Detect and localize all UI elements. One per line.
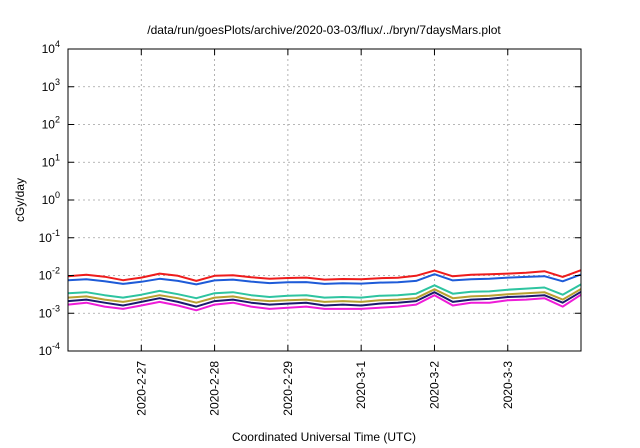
- series-layer: [67, 269, 582, 312]
- series-line-3: [67, 283, 582, 300]
- series-line-5: [67, 290, 582, 308]
- y-tick-label: 10-1: [39, 228, 60, 245]
- x-tick-label: 2020-2-28: [208, 361, 222, 416]
- y-tick-label: 100: [42, 190, 60, 207]
- grid-layer: [68, 49, 581, 351]
- series-line-6: [67, 293, 582, 312]
- y-tick-label: 10-2: [39, 266, 60, 283]
- x-tick-label: 2020-3-2: [427, 361, 441, 409]
- series-line-4: [67, 288, 582, 304]
- chart-title: /data/run/goesPlots/archive/2020-03-03/f…: [147, 23, 501, 37]
- plot-frame: [67, 48, 582, 352]
- y-tick-label: 104: [42, 39, 60, 56]
- x-axis-label: Coordinated Universal Time (UTC): [232, 430, 416, 444]
- y-tick-label: 101: [42, 152, 60, 169]
- series-line-2: [67, 273, 582, 286]
- x-tick-label: 2020-2-29: [281, 361, 295, 416]
- y-tick-label: 10-3: [39, 303, 60, 320]
- y-tick-label: 102: [42, 115, 60, 132]
- y-tick-label: 10-4: [39, 341, 60, 358]
- axis-layer: 10-4 10-3 10-2 10-1 100 101 102 103 104 2020-2-27…: [39, 39, 581, 416]
- x-tick-label: 2020-3-1: [354, 361, 368, 409]
- series-line-1: [67, 269, 582, 282]
- y-axis-label: cGy/day: [13, 178, 27, 222]
- x-tick-label: 2020-3-3: [501, 361, 515, 409]
- y-tick-label: 103: [42, 77, 60, 94]
- x-tick-label: 2020-2-27: [134, 361, 148, 416]
